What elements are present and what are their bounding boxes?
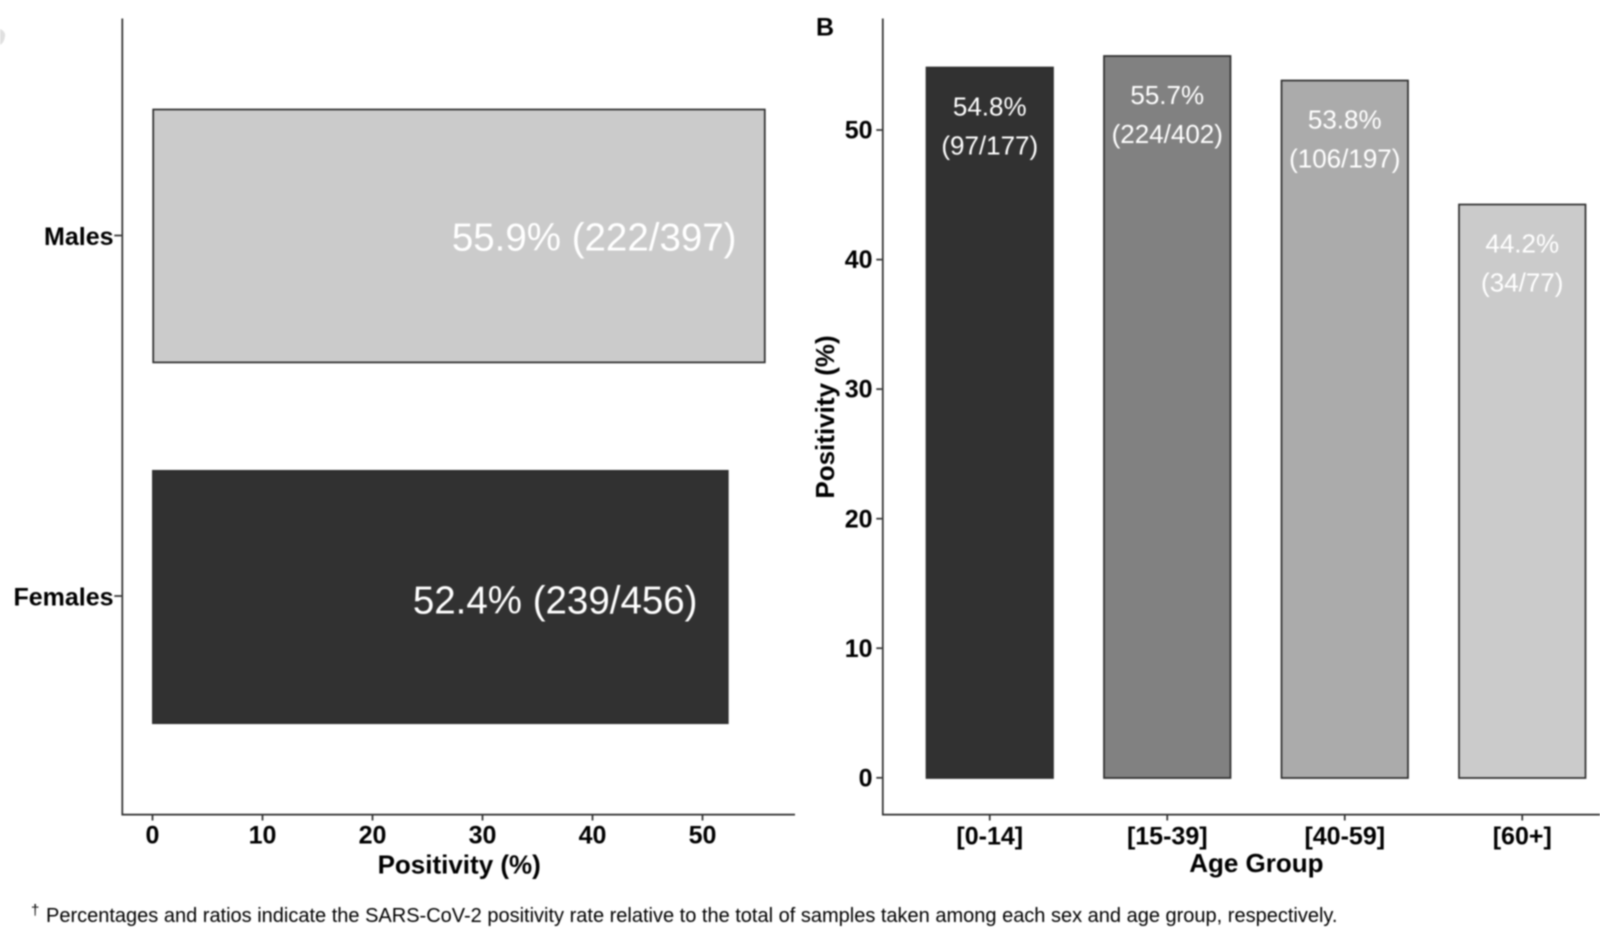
svg-text:†: † [31,902,39,919]
svg-text:[60+]: [60+] [1493,823,1552,851]
svg-text:Positivity (%): Positivity (%) [378,850,541,880]
svg-text:Females: Females [13,583,113,611]
svg-text:0: 0 [146,822,160,850]
svg-text:20: 20 [359,822,387,850]
svg-text:40: 40 [845,246,873,274]
svg-text:30: 30 [469,822,497,850]
svg-text:20: 20 [845,505,873,533]
svg-text:54.8%: 54.8% [953,92,1027,122]
svg-text:(97/177): (97/177) [941,131,1038,161]
svg-text:0: 0 [859,764,873,792]
svg-text:44.2%: 44.2% [1485,229,1559,259]
svg-text:30: 30 [845,376,873,404]
svg-text:53.8%: 53.8% [1308,105,1382,135]
svg-text:B: B [816,14,834,42]
svg-text:Percentages and ratios indicat: Percentages and ratios indicate the SARS… [46,905,1337,927]
svg-text:40: 40 [579,822,607,850]
svg-text:[0-14]: [0-14] [956,823,1023,851]
svg-text:[15-39]: [15-39] [1127,823,1208,851]
svg-text:Age Group: Age Group [1189,848,1323,878]
svg-text:[40-59]: [40-59] [1304,823,1385,851]
svg-text:55.9% (222/397): 55.9% (222/397) [452,217,737,260]
svg-text:50: 50 [845,117,873,145]
svg-text:Positivity (%): Positivity (%) [810,335,840,498]
svg-text:10: 10 [249,822,277,850]
svg-text:52.4% (239/456): 52.4% (239/456) [413,580,698,623]
svg-text:(34/77): (34/77) [1481,268,1563,298]
svg-text:(224/402): (224/402) [1112,119,1223,149]
svg-text:50: 50 [689,822,717,850]
svg-text:10: 10 [845,635,873,663]
svg-text:(106/197): (106/197) [1289,144,1400,174]
svg-text:55.7%: 55.7% [1130,80,1204,110]
svg-text:Males: Males [44,223,113,251]
